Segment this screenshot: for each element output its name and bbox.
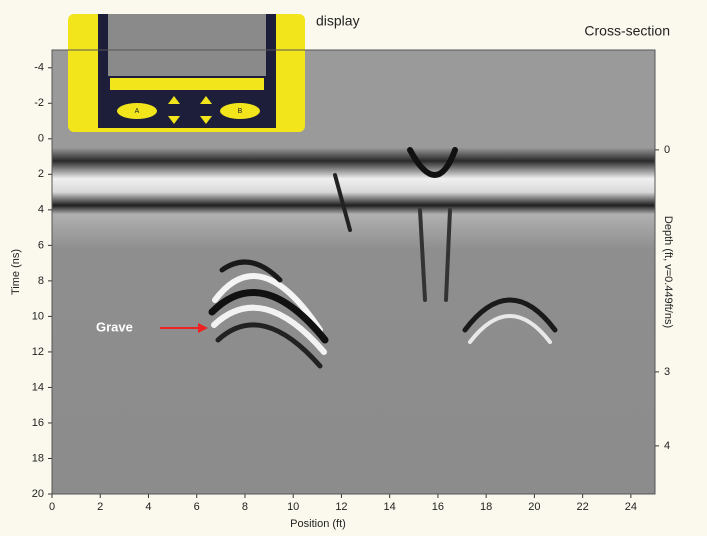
y2-tick-label: 4: [664, 440, 670, 452]
y-tick-label: 18: [32, 452, 44, 464]
y2-tick-label: 0: [664, 144, 670, 156]
x-tick-label: 20: [528, 501, 540, 513]
y2-axis-label: Depth (ft, v=0.449ft/ns): [662, 216, 674, 328]
y-tick-label: 20: [32, 488, 44, 500]
y-tick-label: 10: [32, 310, 44, 322]
x-tick-label: 12: [335, 501, 347, 513]
view-label: Cross-section: [584, 23, 670, 39]
y-tick-label: -4: [34, 62, 44, 74]
y-axis-label: Time (ns): [10, 249, 22, 295]
y-tick-label: 0: [38, 133, 44, 145]
y-tick-label: 4: [38, 204, 44, 216]
y-tick-label: 6: [38, 239, 44, 251]
device: A B: [68, 14, 305, 132]
y-tick-label: 14: [32, 381, 44, 393]
x-tick-label: 14: [384, 501, 396, 513]
y-tick-label: 16: [32, 417, 44, 429]
annotation-arrow: [160, 323, 208, 333]
x-tick-label: 2: [97, 501, 103, 513]
x-tick-label: 18: [480, 501, 492, 513]
annotation: Grave: [96, 319, 133, 334]
button-label: B: [238, 108, 243, 115]
plot-frame: [51, 49, 656, 495]
y-tick-label: 8: [38, 275, 44, 287]
x-tick-label: 8: [242, 501, 248, 513]
y-tick-label: 2: [38, 168, 44, 180]
x-tick-label: 24: [625, 501, 637, 513]
device-label: display: [316, 13, 360, 29]
x-tick-label: 16: [432, 501, 444, 513]
y2-tick-label: 3: [664, 366, 670, 378]
y-tick-label: -2: [34, 97, 44, 109]
x-tick-label: 10: [287, 501, 299, 513]
x-tick-label: 0: [49, 501, 55, 513]
button-label: A: [135, 108, 140, 115]
x-tick-label: 6: [194, 501, 200, 513]
x-axis-label: Position (ft): [290, 518, 346, 530]
y-tick-label: 12: [32, 346, 44, 358]
x-tick-label: 22: [577, 501, 589, 513]
x-tick-label: 4: [145, 501, 151, 513]
